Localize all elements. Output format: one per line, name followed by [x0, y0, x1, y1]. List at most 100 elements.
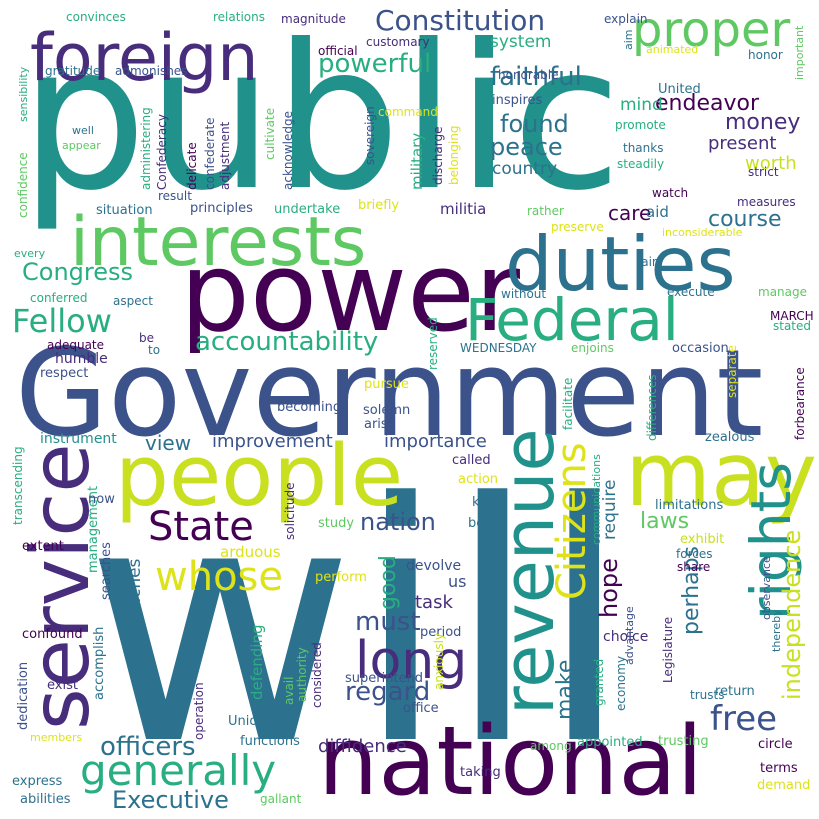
word-stated: stated	[773, 319, 811, 333]
word-nation: nation	[360, 508, 436, 536]
word-gallant: gallant	[260, 792, 302, 806]
word-best: best	[468, 516, 496, 531]
word-mind: mind	[620, 95, 663, 115]
word-require: require	[600, 480, 620, 540]
word-magnitude: magnitude	[281, 12, 346, 26]
word-watch: watch	[652, 186, 688, 200]
word-system: system	[490, 32, 551, 52]
word-aspect: aspect	[113, 294, 153, 308]
word-honor: honor	[748, 48, 783, 62]
word-cultivate: cultivate	[263, 108, 277, 160]
word-measures: measures	[737, 195, 796, 209]
word-conferred: conferred	[30, 291, 88, 305]
word-thereby: thereby	[770, 609, 783, 652]
word-present: present	[708, 133, 776, 154]
word-sovereign: sovereign	[363, 106, 377, 165]
word-thanks: thanks	[623, 141, 663, 155]
word-belonging: belonging	[447, 126, 461, 185]
word-foreign: foreign	[30, 21, 258, 96]
word-wednesday: WEDNESDAY	[460, 341, 537, 355]
word-rights: rights	[739, 462, 803, 620]
word-briefly: briefly	[358, 198, 399, 213]
word-humble: humble	[55, 351, 108, 367]
word-undertake: undertake	[274, 202, 340, 217]
word-regard: regard	[345, 677, 430, 707]
word-accomplish: accomplish	[92, 627, 107, 700]
word-principles: principles	[190, 201, 253, 216]
word-instrument: instrument	[40, 431, 117, 447]
word-arise: arise	[364, 417, 396, 432]
word-respect: respect	[40, 366, 88, 381]
word-delicate: delicate	[185, 142, 199, 190]
word-observance: observance	[760, 556, 773, 620]
word-now: now	[88, 492, 115, 507]
word-peace: peace	[490, 133, 563, 161]
word-friendship: friendship	[579, 666, 593, 726]
word-pursue: pursue	[364, 377, 409, 392]
word-command: command	[378, 105, 438, 119]
word-without: without	[501, 287, 546, 301]
word-execute: execute	[667, 285, 715, 299]
word-duties: duties	[505, 220, 736, 308]
word-interests: interests	[70, 203, 366, 282]
word-period: period	[420, 625, 461, 640]
word-well: well	[72, 124, 94, 137]
word-powerful: powerful	[318, 49, 431, 79]
word-military: military	[408, 133, 426, 190]
word-considered: considered	[310, 642, 324, 708]
word-important: important	[793, 25, 806, 80]
word-acknowledge: acknowledge	[281, 111, 295, 190]
word-transcending: transcending	[11, 446, 25, 525]
word-avail: avail	[282, 677, 296, 705]
word-defending: defending	[248, 625, 266, 700]
word-generally: generally	[80, 746, 276, 795]
word-superintend: superintend	[345, 671, 423, 686]
word-confederacy: Confederacy	[155, 114, 169, 190]
word-among: among	[530, 739, 572, 753]
word-exhibit: exhibit	[680, 532, 724, 547]
word-diffidence: diffidence	[318, 736, 407, 757]
word-solemn: solemn	[363, 403, 410, 418]
word-endeavor: endeavor	[655, 91, 760, 116]
word-situation: situation	[96, 203, 153, 218]
word-importance: importance	[384, 431, 487, 452]
word-official: official	[318, 44, 358, 58]
word-differences: differences	[645, 375, 659, 442]
word-citizens: Citizens	[549, 442, 595, 600]
word-whose: whose	[155, 554, 283, 600]
word-perhaps: perhaps	[679, 546, 704, 635]
word-us: us	[448, 572, 466, 591]
word-strict: strict	[748, 165, 779, 179]
word-confound: confound	[22, 627, 83, 642]
word-trusting: trusting	[658, 734, 709, 749]
word-return: return	[715, 684, 755, 699]
word-laws: laws	[640, 509, 689, 534]
word-explain: explain	[604, 12, 648, 26]
word-admonishes: admonishes	[115, 64, 187, 78]
word-care: care	[608, 201, 651, 225]
word-improvement: improvement	[212, 431, 333, 452]
word-make: make	[553, 660, 578, 720]
word-federal: Federal	[465, 286, 679, 354]
word-to: to	[148, 343, 160, 357]
word-communications: communications	[590, 454, 603, 545]
word-advantage: advantage	[623, 606, 636, 665]
word-anxiously: anxiously	[432, 633, 446, 690]
word-terms: terms	[760, 761, 798, 776]
word-forces: forces	[676, 547, 712, 561]
word-management: management	[86, 486, 101, 573]
word-relations: relations	[213, 10, 265, 24]
word-must: must	[355, 607, 421, 637]
word-legislature: Legislature	[661, 617, 675, 683]
word-taking: taking	[460, 765, 501, 780]
word-sensibility: sensibility	[17, 66, 30, 122]
word-aim: aim	[622, 29, 635, 50]
word-administering: administering	[139, 107, 153, 190]
word-constitution: Constitution	[375, 4, 545, 37]
word-economy: economy	[614, 656, 628, 711]
word-confederate: confederate	[203, 117, 217, 190]
word-national: national	[318, 707, 703, 817]
word-appear: appear	[62, 139, 101, 152]
word-promote: promote	[615, 118, 666, 132]
word-view: view	[145, 431, 191, 455]
